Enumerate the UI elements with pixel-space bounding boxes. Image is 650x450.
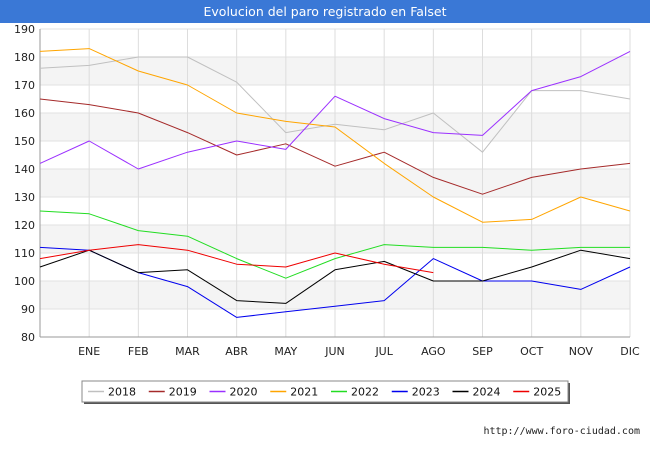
- y-tick-label: 140: [14, 163, 35, 176]
- x-tick-label: NOV: [569, 345, 594, 358]
- series-line-2024: [39, 249, 631, 304]
- x-tick-label: ABR: [225, 345, 248, 358]
- x-tick-label: OCT: [520, 345, 543, 358]
- x-tick-label: DIC: [620, 345, 640, 358]
- x-tick-label: JUN: [324, 345, 345, 358]
- legend-label: 2022: [351, 386, 379, 399]
- series-line-2019: [39, 98, 631, 195]
- y-tick-label: 120: [14, 219, 35, 232]
- legend-label: 2020: [230, 386, 258, 399]
- y-tick-label: 160: [14, 107, 35, 120]
- x-tick-label: JUL: [374, 345, 393, 358]
- y-tick-label: 90: [21, 303, 35, 316]
- y-tick-label: 150: [14, 135, 35, 148]
- x-tick-label: ENE: [78, 345, 100, 358]
- legend-label: 2023: [412, 386, 440, 399]
- legend-label: 2018: [108, 386, 136, 399]
- legend-label: 2019: [169, 386, 197, 399]
- series-line-2021: [39, 48, 631, 223]
- source-url[interactable]: http://www.foro-ciudad.com: [483, 426, 640, 437]
- y-tick-label: 180: [14, 51, 35, 64]
- series-line-2020: [39, 50, 631, 170]
- legend-label: 2025: [533, 386, 561, 399]
- y-tick-label: 80: [21, 331, 35, 344]
- legend-label: 2024: [473, 386, 501, 399]
- y-tick-label: 110: [14, 247, 35, 260]
- chart-title: Evolucion del paro registrado en Falset: [0, 0, 650, 23]
- series-line-2022: [39, 210, 630, 279]
- y-tick-label: 170: [14, 79, 35, 92]
- legend-label: 2021: [290, 386, 318, 399]
- x-tick-label: AGO: [421, 345, 446, 358]
- x-tick-label: FEB: [128, 345, 149, 358]
- x-tick-label: MAY: [274, 345, 297, 358]
- y-tick-label: 130: [14, 191, 35, 204]
- legend-box: [81, 380, 569, 403]
- series-line-2025: [39, 244, 434, 274]
- y-tick-label: 190: [14, 23, 35, 36]
- x-tick-label: MAR: [175, 345, 200, 358]
- y-tick-label: 100: [14, 275, 35, 288]
- x-tick-label: SEP: [472, 345, 493, 358]
